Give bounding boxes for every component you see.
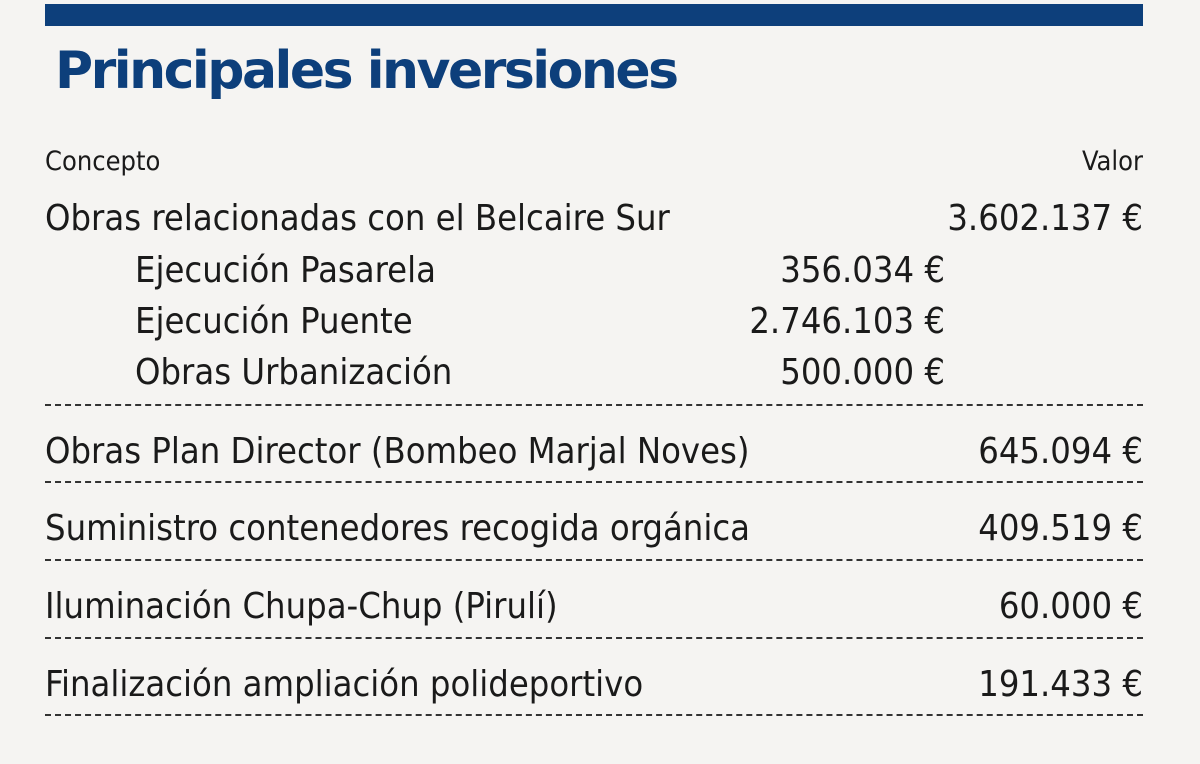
sub-row-concept: Ejecución Puente [135,301,413,342]
row-divider [45,559,1143,561]
row-concept: Obras Plan Director (Bombeo Marjal Noves… [45,431,750,472]
row-value: 3.602.137 € [947,198,1143,239]
sub-row-value: 356.034 € [780,250,945,291]
sub-row-concept: Obras Urbanización [135,352,453,393]
row-divider [45,637,1143,639]
row-value: 191.433 € [978,664,1143,705]
row-concept: Obras relacionadas con el Belcaire Sur [45,198,670,239]
sub-row: Obras Urbanización 500.000 € [45,352,945,398]
table-row: Iluminación Chupa-Chup (Pirulí) 60.000 € [45,586,1143,632]
row-value: 60.000 € [998,586,1143,627]
column-header-concept: Concepto [45,146,161,177]
table-header: Concepto Valor [45,146,1143,180]
row-concept: Finalización ampliación polideportivo [45,664,644,705]
sub-row-value: 2.746.103 € [749,301,945,342]
table-row: Obras Plan Director (Bombeo Marjal Noves… [45,431,1143,477]
sub-row: Ejecución Puente 2.746.103 € [45,301,945,347]
page-title: Principales inversiones [55,41,679,101]
sub-row-value: 500.000 € [780,352,945,393]
row-value: 645.094 € [978,431,1143,472]
sub-row: Ejecución Pasarela 356.034 € [45,250,945,296]
row-concept: Iluminación Chupa-Chup (Pirulí) [45,586,558,627]
table-row: Obras relacionadas con el Belcaire Sur 3… [45,198,1143,244]
row-divider [45,481,1143,483]
table-row: Finalización ampliación polideportivo 19… [45,664,1143,710]
row-value: 409.519 € [978,508,1143,549]
row-divider [45,714,1143,716]
header-bar [45,4,1143,26]
column-header-value: Valor [1082,146,1143,177]
row-concept: Suministro contenedores recogida orgánic… [45,508,750,549]
row-divider [45,404,1143,406]
sub-row-concept: Ejecución Pasarela [135,250,436,291]
table-row: Suministro contenedores recogida orgánic… [45,508,1143,554]
